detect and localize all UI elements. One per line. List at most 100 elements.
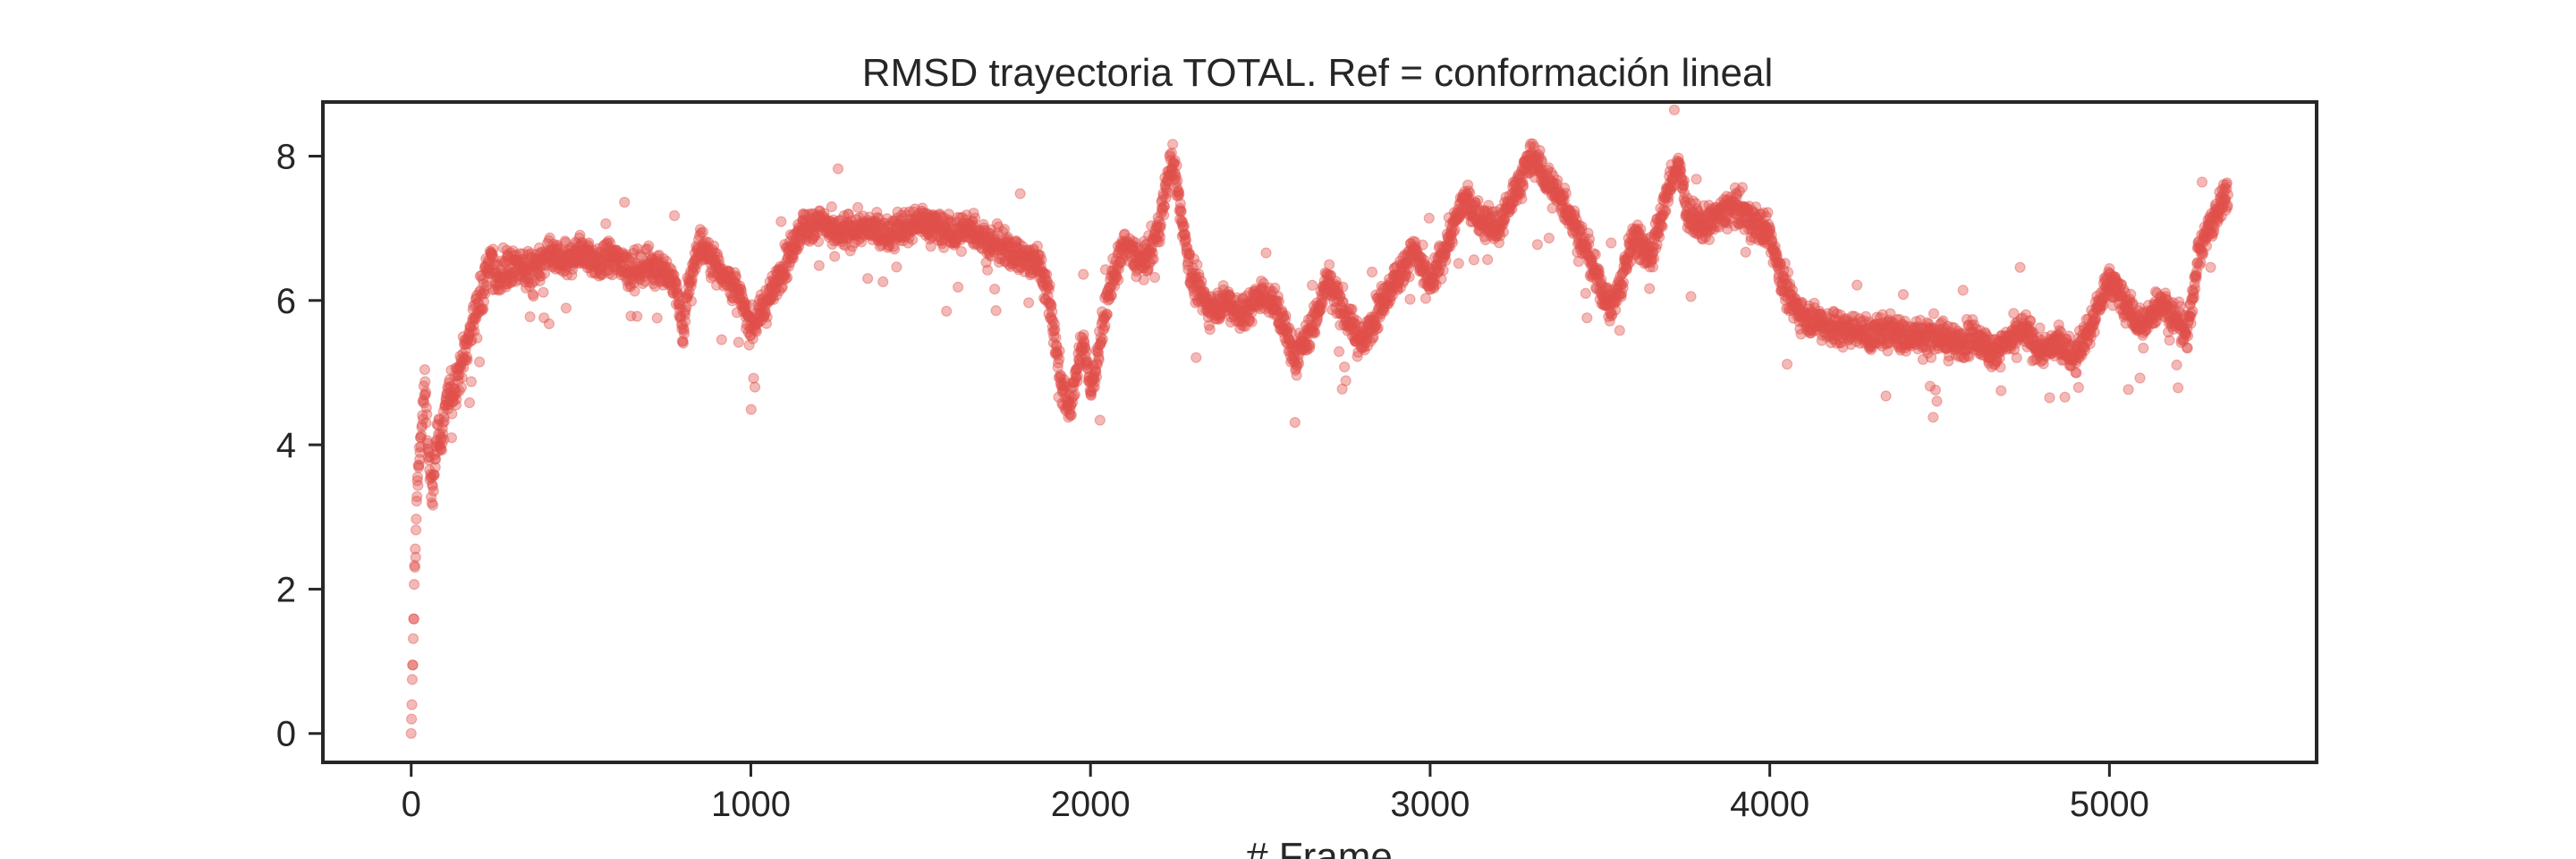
data-point (1560, 188, 1572, 200)
data-point (745, 404, 757, 415)
data-point (483, 264, 495, 276)
data-point (598, 239, 610, 251)
data-point (415, 440, 427, 453)
data-point (558, 253, 570, 265)
data-point (465, 321, 477, 333)
data-point (589, 258, 601, 270)
data-point (525, 264, 537, 276)
data-point (413, 462, 425, 473)
data-point (677, 337, 690, 349)
data-point (450, 399, 462, 411)
data-point (436, 438, 448, 449)
data-point (428, 485, 439, 497)
data-point (572, 254, 583, 266)
data-point (409, 559, 420, 572)
data-point (503, 255, 514, 267)
data-point (449, 384, 461, 395)
data-point (563, 243, 574, 255)
data-point (458, 338, 470, 350)
data-point (570, 236, 581, 248)
data-point (1304, 339, 1316, 351)
data-point (466, 334, 478, 346)
data-point (496, 272, 509, 284)
data-point (513, 262, 524, 274)
data-point (589, 268, 602, 279)
data-point (600, 217, 612, 230)
data-point (593, 270, 605, 282)
data-point (590, 255, 603, 267)
data-point (516, 271, 528, 283)
data-point (1534, 145, 1546, 157)
data-point (493, 269, 505, 282)
data-point (482, 254, 495, 266)
data-point (469, 311, 481, 323)
data-point (530, 259, 542, 271)
data-point (1740, 246, 1751, 258)
data-point (445, 364, 457, 376)
data-point (1403, 271, 1415, 283)
data-point (474, 303, 486, 315)
data-point (606, 245, 618, 257)
data-point (580, 258, 591, 269)
data-point (549, 263, 562, 275)
data-point (1736, 182, 1749, 193)
data-point (452, 363, 464, 375)
data-point (589, 267, 600, 278)
data-point (1552, 174, 1563, 186)
data-point (562, 249, 573, 260)
data-point (571, 245, 582, 257)
data-point (579, 258, 591, 269)
data-point (2071, 367, 2082, 378)
data-point (1174, 189, 1185, 200)
data-point (515, 261, 528, 273)
data-point (553, 255, 565, 267)
data-point (605, 252, 617, 264)
data-point (456, 356, 468, 368)
data-point (554, 243, 565, 255)
data-point (428, 470, 440, 481)
data-point (1703, 234, 1716, 245)
data-point (588, 252, 600, 264)
data-point (504, 272, 516, 284)
data-point (423, 447, 435, 458)
data-point (561, 259, 572, 271)
data-point (597, 261, 609, 273)
data-point (567, 259, 579, 271)
data-point (542, 247, 554, 259)
data-point (546, 255, 557, 267)
data-point (449, 370, 461, 382)
data-point (406, 699, 418, 710)
data-point (426, 472, 437, 483)
data-point (487, 249, 498, 260)
data-point (463, 397, 476, 409)
data-point (593, 254, 605, 266)
data-point (499, 256, 511, 268)
data-point (584, 259, 596, 271)
data-point (569, 245, 580, 257)
data-point (410, 543, 421, 555)
data-point (455, 381, 468, 393)
data-point (1580, 287, 1591, 299)
data-point (489, 284, 501, 295)
data-point (487, 268, 499, 279)
data-point (531, 260, 543, 272)
data-point (448, 383, 461, 395)
data-point (426, 491, 437, 503)
data-point (522, 245, 534, 257)
data-point (576, 240, 588, 251)
data-point (534, 260, 547, 272)
data-point (576, 236, 588, 248)
data-point (453, 375, 464, 387)
data-point (602, 259, 614, 270)
data-point (422, 443, 434, 455)
data-point (479, 262, 490, 274)
data-point (488, 259, 501, 270)
data-point (877, 276, 889, 287)
data-point (532, 268, 545, 279)
data-point (587, 259, 598, 271)
data-point (453, 360, 466, 371)
data-point (438, 415, 450, 428)
data-point (419, 388, 431, 401)
data-point (542, 251, 555, 262)
data-point (490, 271, 503, 283)
